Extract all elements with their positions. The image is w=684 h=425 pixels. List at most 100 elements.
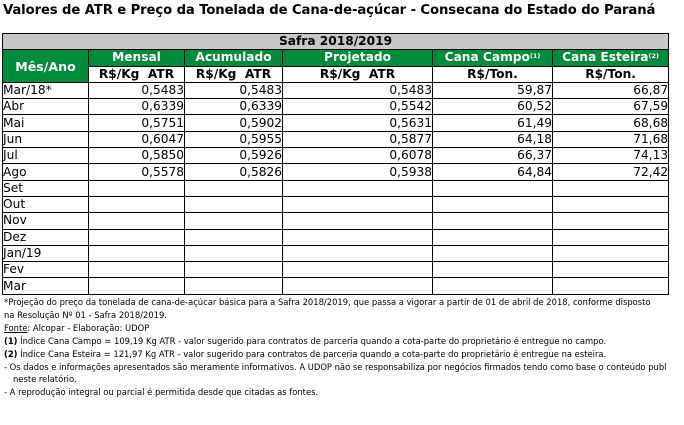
month-cell: Mai [2,114,89,132]
value-cell [551,179,670,197]
safra-row: Safra 2018/2019 [1,32,670,51]
value-cell [432,195,553,214]
value-cell [282,277,433,295]
note-text: Índice Cana Campo = 109,19 Kg ATR - valo… [17,335,607,346]
unit-projetado: R$/Kg ATR [282,65,433,83]
table-row: Fev [2,261,670,279]
table-row: Mar [2,277,670,295]
value-cell: 0,6047 [88,130,185,149]
table-row: Jan/19 [2,244,670,263]
unit-row: R$/Kg ATR R$/Kg ATR R$/Kg ATR R$/Ton. R$… [3,65,670,83]
value-cell [88,244,185,263]
table-row: Set [2,179,670,197]
month-cell: Fev [2,261,89,279]
consecana-table: Safra 2018/2019 Mês/Ano Mensal Acumulado… [1,32,670,295]
month-cell: Dez [2,228,89,246]
note-cana-campo: (1) Índice Cana Campo = 109,19 Kg ATR - … [4,335,684,348]
month-cell: Jun [2,130,89,149]
value-cell [282,179,433,197]
reproduction-note: - A reprodução integral ou parcial é per… [4,387,319,398]
value-cell [282,244,433,263]
value-cell [551,244,670,263]
footnote-marker: (1) [529,52,541,61]
col-header-acumulado: Acumulado [184,49,283,67]
unit-mensal: R$/Kg ATR [88,65,185,83]
table-row: Jul 0,5850 0,5926 0,6078 66,37 74,13 [2,147,670,165]
value-cell [282,195,433,214]
unit-cana-esteira: R$/Ton. [551,65,670,83]
value-cell [184,179,283,197]
month-header: Mês/Ano [2,49,89,83]
value-cell [551,277,670,295]
value-cell [432,277,553,295]
source-text: : Alcopar - Elaboração: UDOP [27,322,150,333]
table-row: Abr 0,6339 0,6339 0,5542 60,52 67,59 [2,98,670,116]
month-cell: Nov [2,212,89,230]
value-cell: 64,18 [432,130,553,149]
value-cell: 0,5877 [282,130,433,149]
value-cell: 0,5578 [88,163,185,181]
value-cell: 0,5955 [184,130,283,149]
value-cell: 66,37 [432,147,553,165]
value-cell: 64,84 [432,163,553,181]
unit-cana-campo: R$/Ton. [432,65,553,83]
value-cell: 0,6078 [282,147,433,165]
value-cell: 68,68 [551,114,670,132]
disclaimer: - Os dados e informações apresentados sã… [4,361,667,372]
safra-label: Safra 2018/2019 [1,32,670,51]
month-cell: Abr [2,98,89,116]
value-cell [184,195,283,214]
page-title: Valores de ATR e Preço da Tonelada de Ca… [3,3,656,18]
col-header-projetado: Projetado [282,49,433,67]
value-cell [282,228,433,246]
value-cell: 67,59 [551,98,670,116]
value-cell [184,261,283,279]
table-row: Nov [2,212,670,230]
value-cell: 0,5483 [88,81,185,100]
value-cell [282,261,433,279]
value-cell [88,228,185,246]
value-cell [88,212,185,230]
month-cell: Jan/19 [2,244,89,263]
value-cell: 59,87 [432,81,553,100]
value-cell: 0,5631 [282,114,433,132]
value-cell [88,179,185,197]
footnotes: *Projeção do preço da tonelada de cana-d… [4,296,684,399]
month-cell: Mar [2,277,89,295]
value-cell: 0,5826 [184,163,283,181]
value-cell: 72,42 [551,163,670,181]
value-cell: 0,6339 [88,98,185,116]
month-cell: Out [2,195,89,214]
value-cell: 0,6339 [184,98,283,116]
source-label: Fonte [4,322,28,333]
col-header-cana-esteira: Cana Esteira(2) [551,49,670,67]
value-cell [551,261,670,279]
table-row: Ago 0,5578 0,5826 0,5938 64,84 72,42 [2,163,670,181]
column-header-row: Mês/Ano Mensal Acumulado Projetado Cana … [2,49,670,83]
table-row: Mai 0,5751 0,5902 0,5631 61,49 68,68 [2,114,670,132]
value-cell: 0,5483 [184,81,283,100]
value-cell [551,212,670,230]
table-row: Out [2,195,670,214]
value-cell: 66,87 [551,81,670,100]
value-cell [88,195,185,214]
value-cell [551,228,670,246]
value-cell [432,244,553,263]
value-cell: 0,5483 [282,81,433,100]
value-cell [184,244,283,263]
unit-acumulado: R$/Kg ATR [184,65,283,83]
value-cell: 0,5926 [184,147,283,165]
projection-note-cont: na Resolução Nº 01 - Safra 2018/2019. [4,309,167,320]
source-note: Fonte: Alcopar - Elaboração: UDOP [4,322,684,335]
value-cell [432,179,553,197]
value-cell [551,195,670,214]
col-header-mensal: Mensal [88,49,185,67]
month-cell: Set [2,179,89,197]
disclaimer-cont: neste relatório. [13,374,77,385]
value-cell: 0,5850 [88,147,185,165]
month-cell: Mar/18* [2,81,89,100]
note-marker: (1) [4,335,18,346]
footnote-marker: (2) [648,52,659,61]
value-cell: 0,5938 [282,163,433,181]
col-header-cana-campo: Cana Campo(1) [432,49,553,67]
